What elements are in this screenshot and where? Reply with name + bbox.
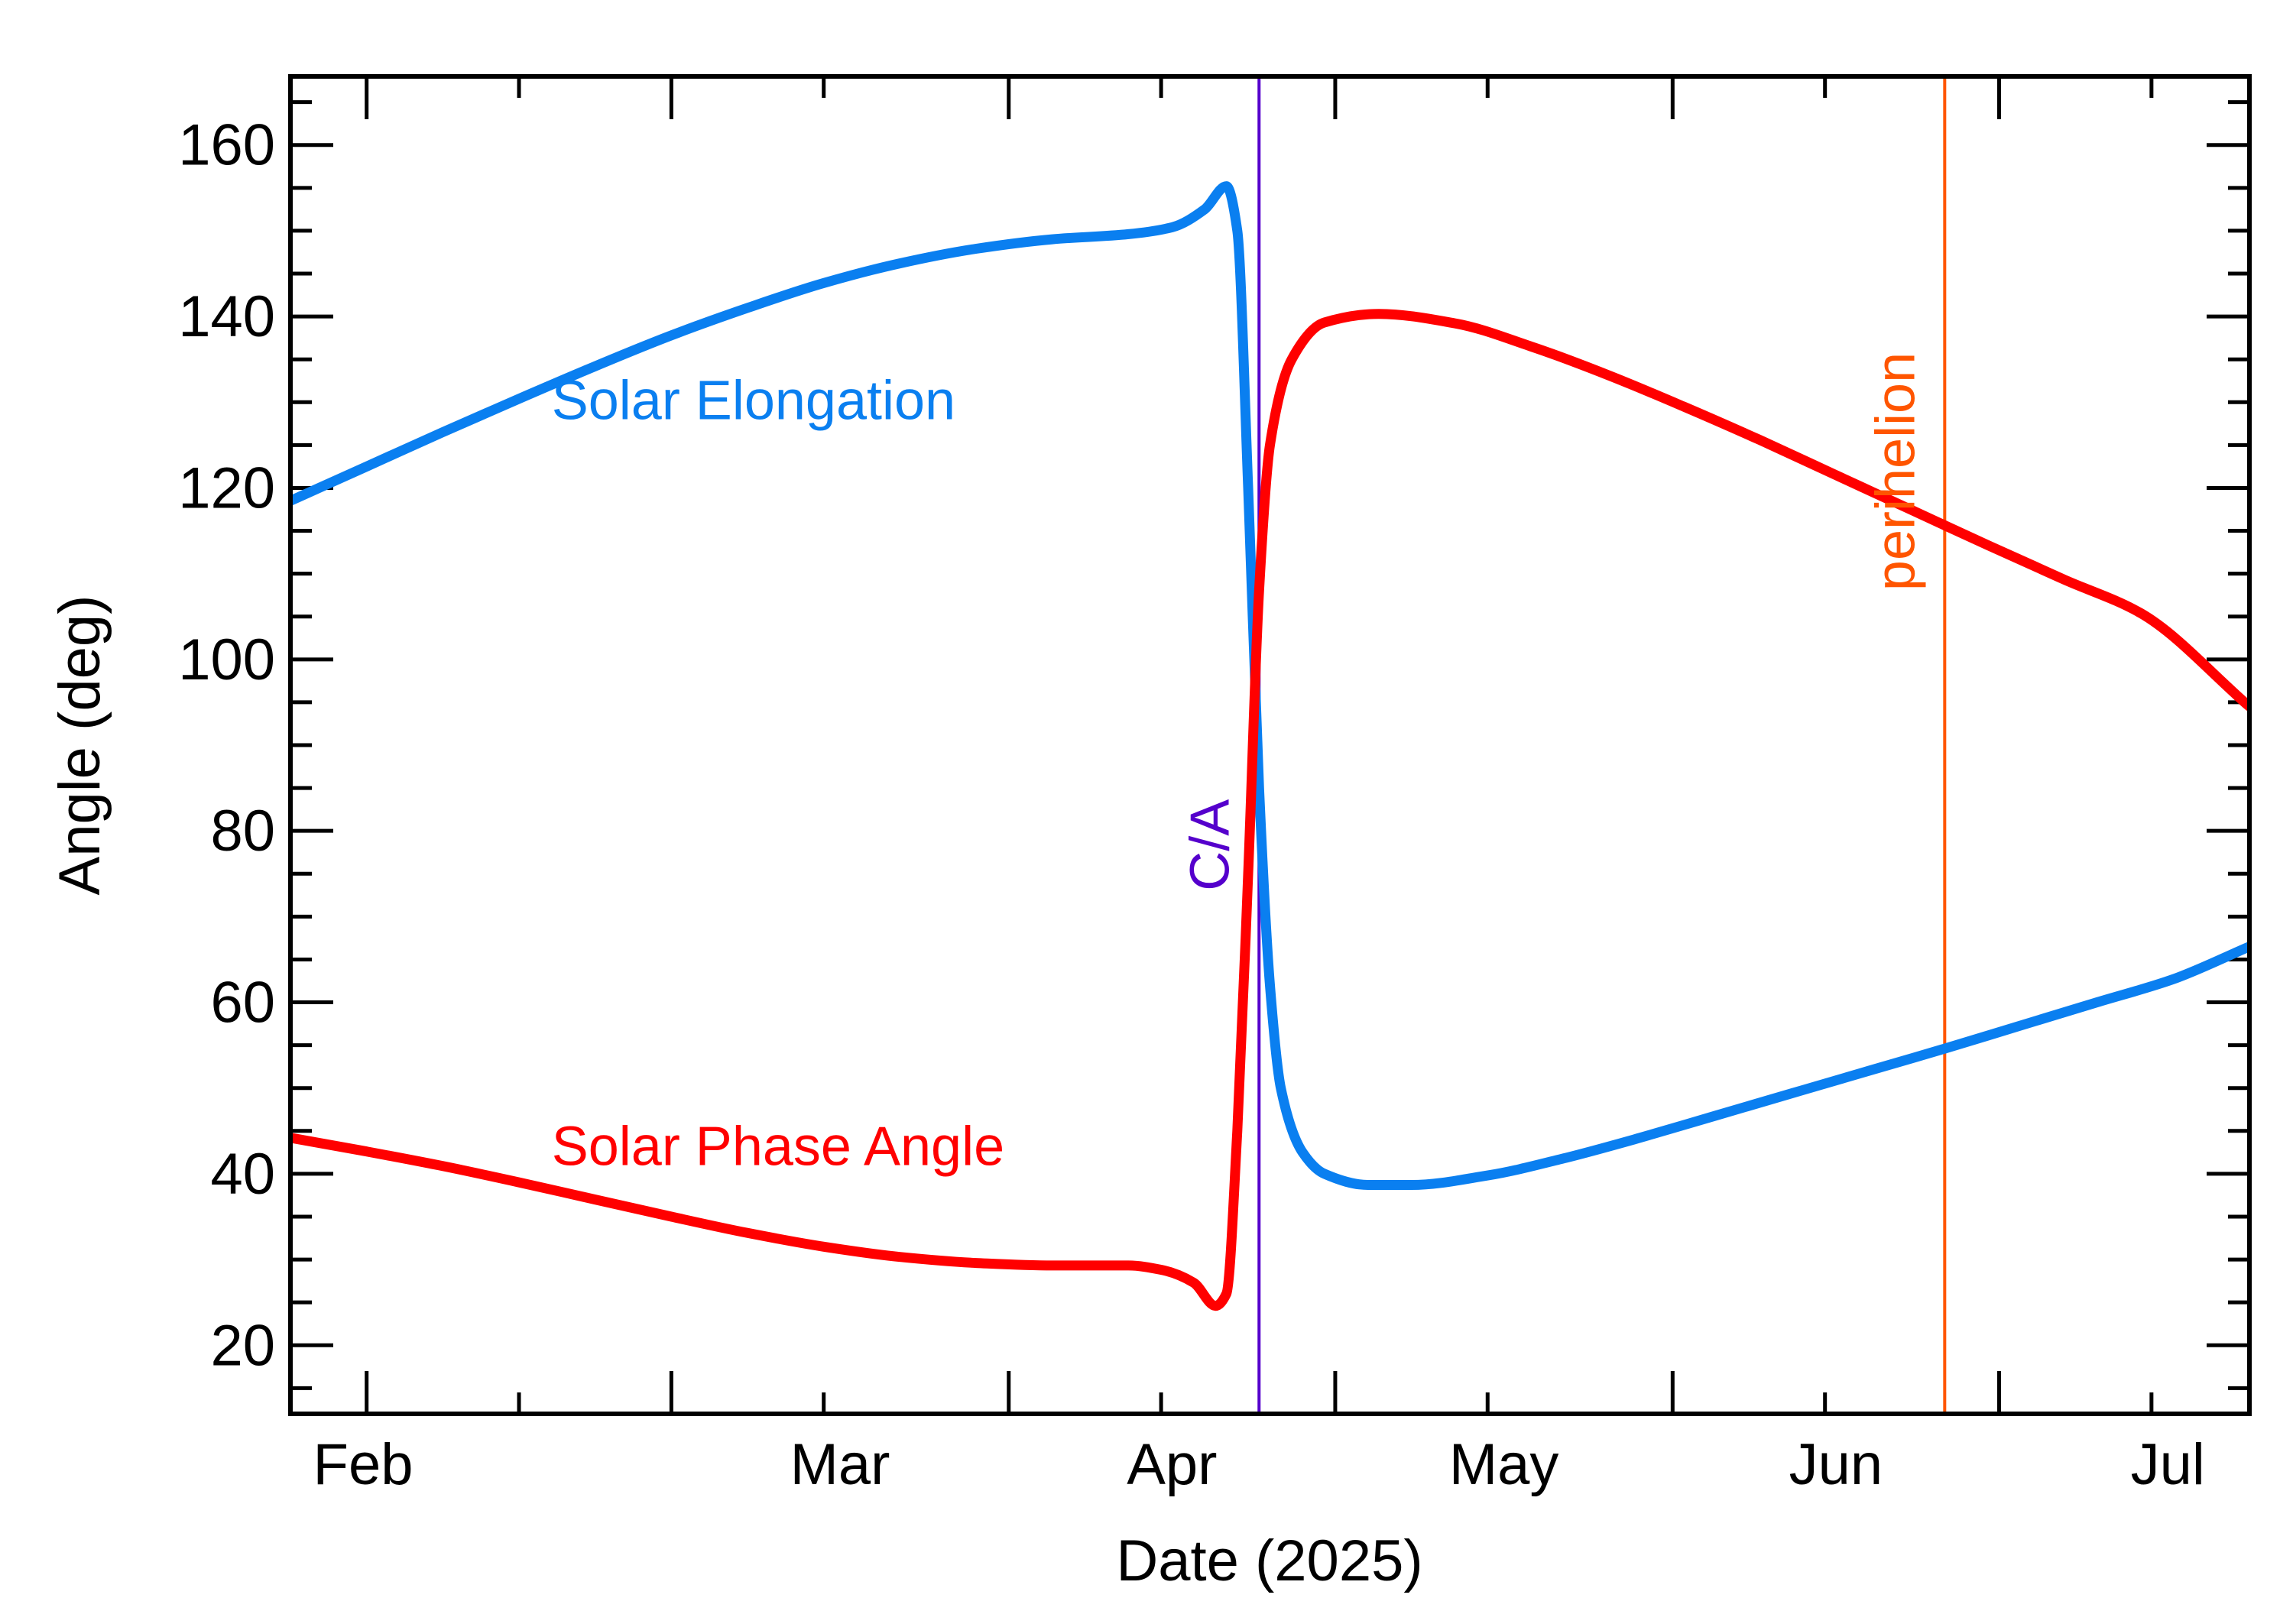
x-tick-label: May (1449, 1432, 1559, 1497)
series-labels: Solar Elongation Solar Phase Angle (552, 371, 1004, 1178)
x-tick-label: Feb (313, 1432, 414, 1497)
data-series (290, 181, 2249, 1311)
plot-frame (288, 74, 2252, 1416)
y-axis-label: Angle (deg) (47, 595, 112, 896)
solar-phase-angle-label: Solar Phase Angle (552, 1117, 1004, 1178)
x-tick-label: Mar (790, 1432, 890, 1497)
tick-labels: 20 40 60 80 100 120 140 160 Feb Mar Apr May Jun Jul C/… (178, 113, 2205, 1497)
y-tick-label: 140 (178, 284, 275, 349)
y-tick-label: 40 (210, 1142, 275, 1207)
y-tick-label: 100 (178, 627, 275, 692)
y-tick-label: 160 (178, 113, 275, 178)
y-tick-label: 120 (178, 455, 275, 520)
solar-phase-angle-line (290, 309, 2249, 1311)
solar-elongation-label: Solar Elongation (552, 371, 955, 432)
axis-ticks (290, 76, 2249, 1414)
x-tick-label: Jul (2131, 1432, 2205, 1497)
y-tick-label: 60 (210, 971, 275, 1036)
y-tick-label: 20 (210, 1313, 275, 1378)
marker-label: perihelion (1865, 352, 1926, 591)
x-tick-label: Apr (1127, 1432, 1217, 1497)
y-tick-label: 80 (210, 799, 275, 864)
solar-elongation-line (290, 181, 2249, 1190)
x-tick-label: Jun (1789, 1432, 1883, 1497)
marker-label: C/A (1179, 799, 1241, 891)
x-axis-label: Date (2025) (1116, 1528, 1422, 1593)
event-markers (1257, 76, 1947, 1414)
